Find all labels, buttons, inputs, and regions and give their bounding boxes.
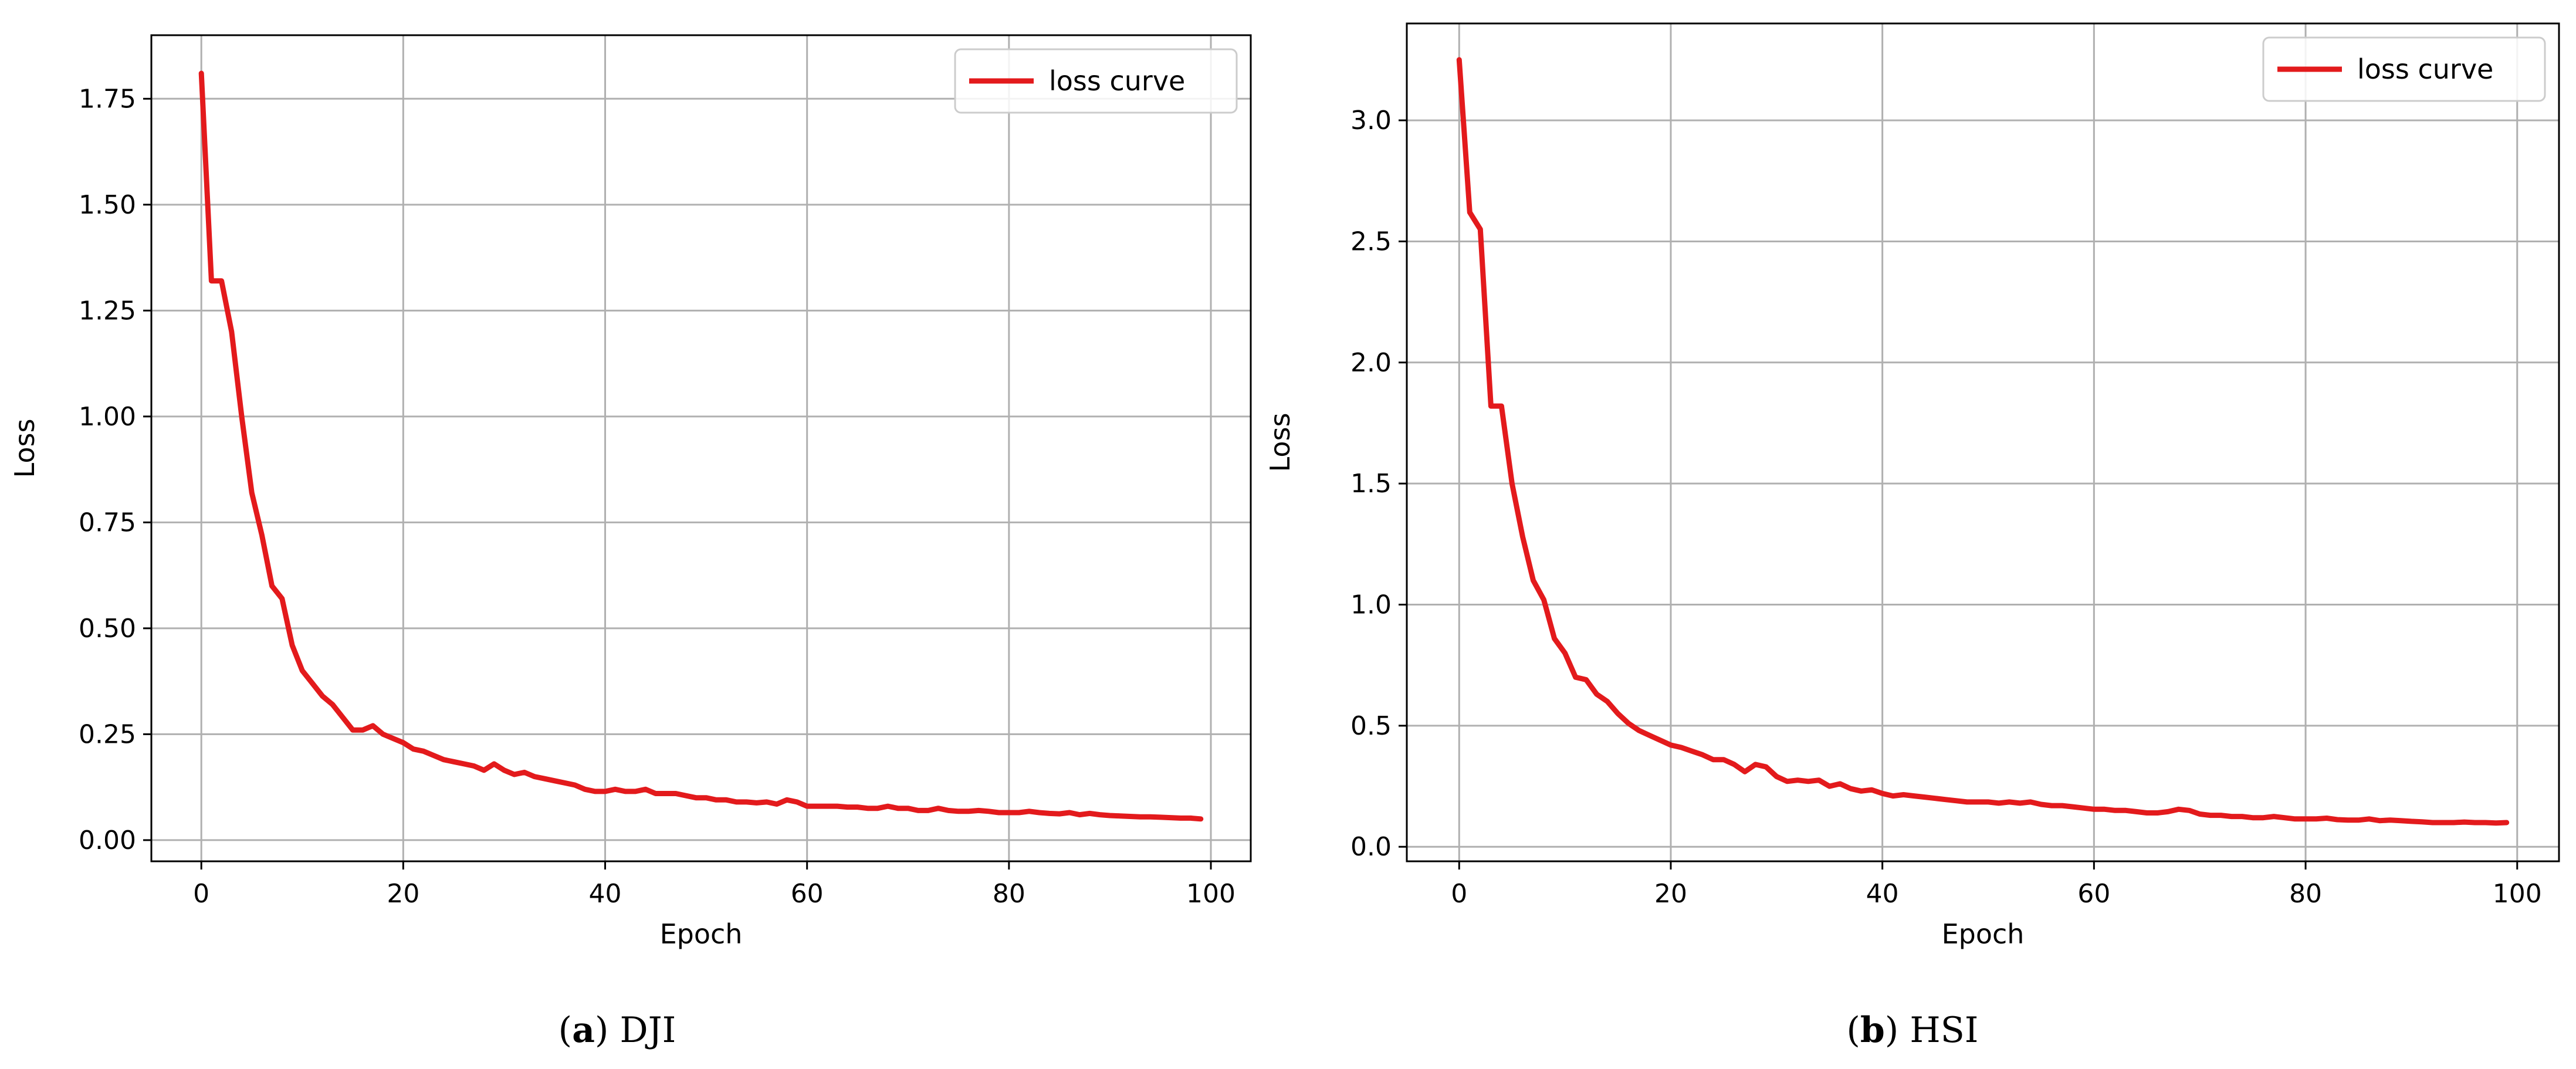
b1-x-tick-label-2: 40 <box>1866 879 1899 909</box>
b0-x-tick-label-1: 20 <box>387 879 419 909</box>
b1-x-tick-label-3: 60 <box>2077 879 2110 909</box>
b0-x-tick-label-4: 80 <box>993 879 1025 909</box>
b1-y-tick-label-0: 0.0 <box>1350 832 1392 862</box>
b0-legend-box <box>954 48 1238 114</box>
b1-x-tick-label-4: 80 <box>2289 879 2322 909</box>
b1-legend-box <box>2262 36 2546 102</box>
b0-y-tick-label-2: 0.50 <box>79 614 136 644</box>
b0-y-tick-label-7: 1.75 <box>79 84 136 114</box>
caption-text-a: DJI <box>608 1010 676 1051</box>
b1-series-line-0 <box>1456 57 2510 826</box>
b1-y-tick-label-6: 3.0 <box>1350 106 1392 136</box>
caption-hsi: (b) HSI <box>1847 1010 1979 1051</box>
b1-y-tick-label-4: 2.0 <box>1350 348 1392 378</box>
b1-plot-frame <box>1406 22 2560 862</box>
caption-letter-b: b <box>1860 1010 1885 1051</box>
caption-dji: (a) DJI <box>558 1010 676 1051</box>
b0-y-tick-label-5: 1.25 <box>79 296 136 326</box>
b0-x-axis-label: Epoch <box>660 918 743 950</box>
b1-x-tick-label-0: 0 <box>1451 879 1467 909</box>
b1-x-tick-label-5: 100 <box>2493 879 2542 909</box>
b0-plot-frame <box>150 34 1252 862</box>
b1-y-tick-label-1: 0.5 <box>1350 711 1392 741</box>
chart-panel-hsi: 0 20 40 60 80 100 0.0 0.5 1.0 1.5 2.0 2.5 3.0 Epoch Lo… <box>1264 22 2560 950</box>
b0-x-tick-label-0: 0 <box>193 879 209 909</box>
b0-x-tick-label-3: 60 <box>791 879 824 909</box>
b1-x-tick-label-1: 20 <box>1654 879 1687 909</box>
b0-series-line-0 <box>198 70 1204 822</box>
caption-letter-a: a <box>572 1010 595 1051</box>
b1-y-axis-label: Loss <box>1264 413 1296 472</box>
b0-y-tick-label-0: 0.00 <box>79 826 136 855</box>
b0-y-tick-label-6: 1.50 <box>79 190 136 220</box>
b0-legend-label: loss curve <box>1049 65 1185 97</box>
b1-y-tick-label-3: 1.5 <box>1350 469 1392 499</box>
b0-y-tick-label-3: 0.75 <box>79 508 136 537</box>
caption-text-b: HSI <box>1898 1010 1978 1051</box>
b1-legend-label: loss curve <box>2357 53 2493 85</box>
b0-x-tick-label-5: 100 <box>1186 879 1235 909</box>
b0-y-tick-label-4: 1.00 <box>79 402 136 432</box>
b0-y-axis-label: Loss <box>9 419 40 478</box>
b0-y-tick-label-1: 0.25 <box>79 719 136 749</box>
b1-y-tick-label-5: 2.5 <box>1350 226 1392 256</box>
b0-x-tick-label-2: 40 <box>589 879 622 909</box>
b1-y-tick-label-2: 1.0 <box>1350 590 1392 620</box>
b1-x-axis-label: Epoch <box>1942 918 2025 950</box>
chart-panel-dji: 0 20 40 60 80 100 0.00 0.25 0.50 0.75 1.00 1.25 1.50… <box>9 34 1252 950</box>
